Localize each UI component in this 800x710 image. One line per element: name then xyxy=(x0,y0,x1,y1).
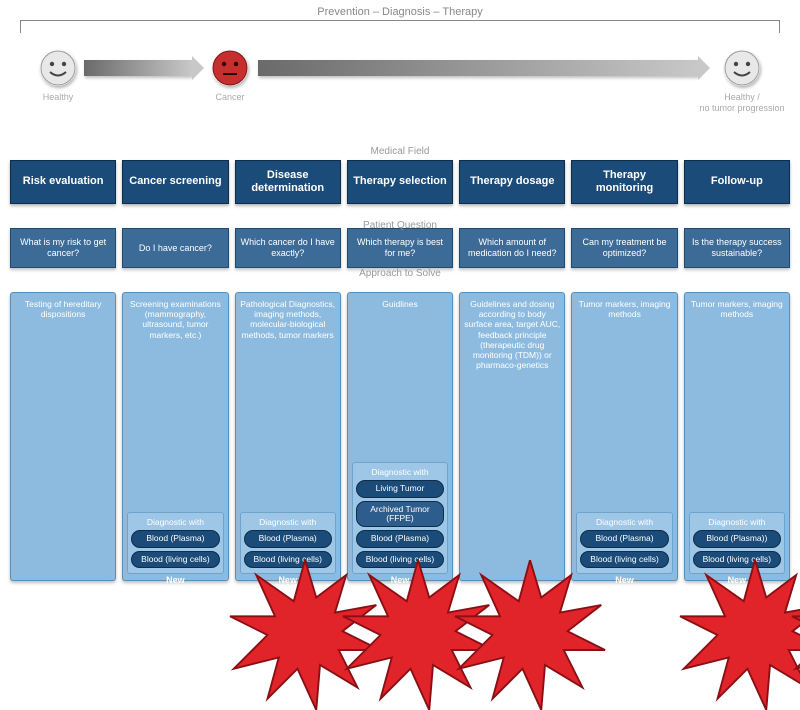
top-title: Prevention – Diagnosis – Therapy xyxy=(40,6,760,18)
face-cancer xyxy=(212,50,248,86)
question-6: Is the therapy success sustainable? xyxy=(684,228,790,268)
approach-panel-2: Pathological Diagnostics, imaging method… xyxy=(235,292,341,581)
face-healthy-right-label: Healthy / no tumor progression xyxy=(690,92,794,114)
section-label-approach: Approach to Solve xyxy=(0,268,800,279)
pill-5-0: Blood (Plasma) xyxy=(580,530,668,547)
new-badge-6: New xyxy=(717,560,757,600)
approach-panel-0: Testing of hereditary dispositions xyxy=(10,292,116,581)
diagnostic-box-3: Diagnostic with Living Tumor Archived Tumo… xyxy=(352,462,448,574)
question-3: Which therapy is best for me? xyxy=(347,228,453,268)
new-badge-2: New xyxy=(268,560,308,600)
approach-panel-5: Tumor markers, imaging methods Diagnostic… xyxy=(571,292,677,581)
pill-1-0: Blood (Plasma) xyxy=(131,530,219,547)
header-6: Follow-up xyxy=(684,160,790,204)
new-badge-5: New xyxy=(605,560,645,600)
approach-desc-4: Guidelines and dosing according to body … xyxy=(464,299,560,370)
header-5: Therapy monitoring xyxy=(571,160,677,204)
header-2: Disease determination xyxy=(235,160,341,204)
header-4: Therapy dosage xyxy=(459,160,565,204)
approach-desc-1: Screening examinations (mammography, ult… xyxy=(127,299,223,340)
question-4: Which amount of medication do I need? xyxy=(459,228,565,268)
new-label-6: New xyxy=(728,575,747,586)
question-5: Can my treatment be optimized? xyxy=(571,228,677,268)
approach-desc-5: Tumor markers, imaging methods xyxy=(576,299,672,319)
header-1: Cancer screening xyxy=(122,160,228,204)
diagnostic-label-1: Diagnostic with xyxy=(131,517,219,527)
top-bracket xyxy=(20,20,780,36)
new-label-1: New xyxy=(166,575,185,586)
arrow-1 xyxy=(84,60,192,76)
question-1: Do I have cancer? xyxy=(122,228,228,268)
arrow-2 xyxy=(258,60,698,76)
pill-2-0: Blood (Plasma) xyxy=(244,530,332,547)
face-healthy-right xyxy=(724,50,760,86)
face-healthy-left xyxy=(40,50,76,86)
approach-panel-6: Tumor markers, imaging methods Diagnostic… xyxy=(684,292,790,581)
pill-6-0: Blood (Plasma)) xyxy=(693,530,781,547)
diagnostic-label-2: Diagnostic with xyxy=(244,517,332,527)
diagnostic-label-6: Diagnostic with xyxy=(693,517,781,527)
approach-desc-3: Guidlines xyxy=(352,299,448,309)
approach-panel-4: Guidelines and dosing according to body … xyxy=(459,292,565,581)
pill-3-2: Blood (Plasma) xyxy=(356,530,444,547)
approach-desc-0: Testing of hereditary dispositions xyxy=(15,299,111,319)
diagnostic-label-5: Diagnostic with xyxy=(580,517,668,527)
new-badge-3: New xyxy=(380,560,420,600)
section-label-patient: Patient Question xyxy=(0,220,800,231)
approach-panel-3: Guidlines Diagnostic with Living Tumor Arch… xyxy=(347,292,453,581)
approach-panel-1: Screening examinations (mammography, ult… xyxy=(122,292,228,581)
diagnostic-label-3: Diagnostic with xyxy=(356,467,444,477)
pill-3-0: Living Tumor xyxy=(356,480,444,497)
new-label-5: New xyxy=(615,575,634,586)
new-badge-1: New xyxy=(155,560,195,600)
question-0: What is my risk to get cancer? xyxy=(10,228,116,268)
face-healthy-left-label: Healthy xyxy=(30,92,86,103)
new-label-3: New xyxy=(391,575,410,586)
question-2: Which cancer do I have exactly? xyxy=(235,228,341,268)
header-3: Therapy selection xyxy=(347,160,453,204)
approach-desc-6: Tumor markers, imaging methods xyxy=(689,299,785,319)
face-cancer-label: Cancer xyxy=(202,92,258,103)
section-label-medical: Medical Field xyxy=(0,146,800,157)
header-0: Risk evaluation xyxy=(10,160,116,204)
pill-3-1: Archived Tumor (FFPE) xyxy=(356,501,444,528)
approach-desc-2: Pathological Diagnostics, imaging method… xyxy=(240,299,336,340)
new-label-2: New xyxy=(278,575,297,586)
